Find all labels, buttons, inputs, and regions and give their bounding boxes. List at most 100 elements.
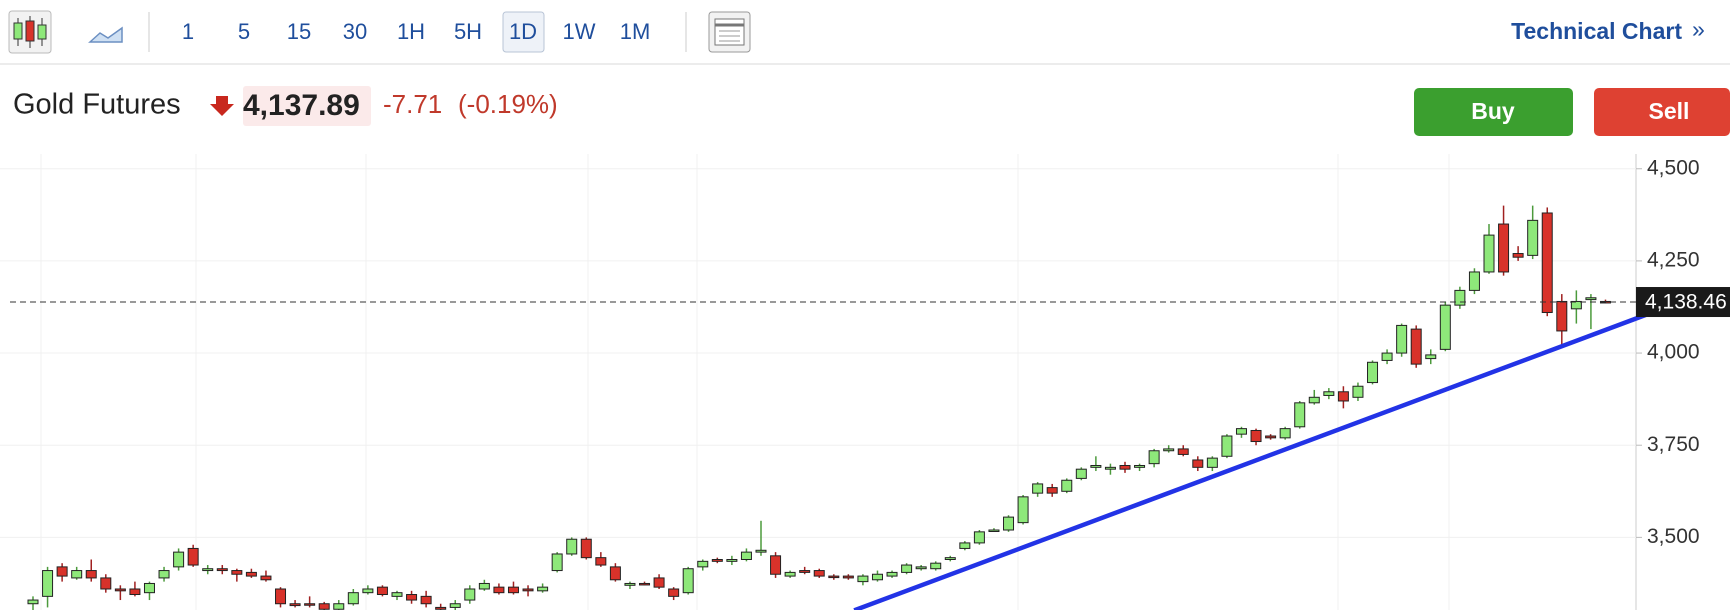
candle-body (231, 570, 243, 575)
price: 4,137.89 (243, 89, 360, 122)
candle-body (609, 566, 621, 581)
candle-body (988, 529, 1000, 533)
candle-body (1483, 234, 1495, 273)
candle-body (1148, 450, 1160, 465)
candle-body (1367, 361, 1379, 384)
candle-body (114, 588, 126, 592)
chevron[interactable]: » (1692, 16, 1705, 42)
interval-button[interactable]: 5 (238, 19, 250, 44)
buy-label[interactable]: Buy (1471, 98, 1515, 124)
candle-body (435, 606, 447, 610)
candle-body (1003, 516, 1015, 531)
change-percent: (-0.19%) (458, 89, 558, 119)
candle-body (318, 603, 330, 610)
candle-body (173, 551, 185, 568)
candle-body (1119, 464, 1131, 470)
candle-body (245, 571, 257, 577)
candle-body (1104, 466, 1116, 470)
candle-body (362, 588, 374, 594)
candle-body (901, 564, 913, 573)
candle-body (1570, 300, 1582, 310)
candle-body (682, 568, 694, 594)
candle-body (828, 575, 840, 579)
candle-body (449, 603, 461, 608)
candle-body (420, 595, 432, 605)
candle-body (639, 582, 651, 586)
candle-body (566, 538, 578, 555)
interval-button[interactable]: 1M (620, 19, 651, 44)
candle-body (1512, 253, 1524, 258)
candle-body (143, 582, 155, 594)
candle-body (697, 560, 709, 568)
candle-body (27, 599, 39, 605)
down-arrow (210, 96, 234, 116)
candle-body (100, 577, 112, 590)
candle-body (1163, 448, 1175, 452)
candle-body (653, 577, 665, 588)
change: -7.71 (383, 89, 442, 119)
candle-body (1177, 448, 1189, 455)
candle-body (1337, 391, 1349, 402)
candle-body (187, 547, 199, 566)
y-tick-label: 3,750 (1647, 433, 1700, 456)
candle-body (333, 603, 345, 610)
candle-body (71, 570, 83, 579)
interval-button[interactable]: 1D (509, 19, 537, 44)
interval-button[interactable]: 1 (182, 19, 194, 44)
line-chart-icon[interactable] (88, 26, 123, 43)
candle-body (551, 553, 563, 572)
candle-body (726, 558, 738, 562)
candle-body (1454, 289, 1466, 306)
candle-body (580, 538, 592, 559)
candle-body (289, 603, 301, 607)
candle-body (930, 562, 942, 570)
interval-button[interactable]: 1H (397, 19, 425, 44)
candle-body (1250, 429, 1262, 443)
candles-icon[interactable] (8, 10, 52, 54)
candle-body (129, 588, 141, 596)
candle-body (959, 542, 971, 549)
candle-body (537, 586, 549, 592)
candle-body (1075, 468, 1087, 479)
candle-body (1425, 354, 1437, 360)
candle-body (216, 568, 228, 572)
last-price-box (1636, 287, 1730, 318)
candle-body (784, 571, 796, 577)
candle-body (406, 594, 418, 601)
candle-body (740, 551, 752, 560)
buy-button[interactable]: Buy (1414, 88, 1573, 136)
interval-button[interactable]: 15 (287, 19, 311, 44)
candle-body (1134, 464, 1146, 468)
y-tick-label: 4,500 (1647, 156, 1700, 179)
candle-body (464, 588, 476, 601)
candle-body (871, 573, 883, 581)
candle-body (275, 588, 287, 605)
candle-body (260, 575, 272, 581)
candle-body (493, 586, 505, 594)
candle-body (668, 588, 680, 597)
candle-body (595, 557, 607, 566)
candle-body (842, 575, 854, 579)
active-interval-box (502, 11, 545, 53)
candle-body (85, 570, 97, 579)
interval-button[interactable]: 5H (454, 19, 482, 44)
candle-body (857, 575, 869, 583)
trendline (853, 301, 1678, 610)
candle-body (304, 603, 316, 606)
candle-body (1046, 487, 1058, 494)
sell-label[interactable]: Sell (1649, 98, 1690, 124)
candle-body (1308, 396, 1320, 404)
sell-button[interactable]: Sell (1594, 88, 1730, 136)
technical-chart-link[interactable]: Technical Chart (1511, 18, 1682, 44)
instrument-name: Gold Futures (13, 89, 181, 121)
table-icon[interactable] (708, 11, 751, 53)
candle-body (973, 531, 985, 544)
candle-body (1352, 385, 1364, 398)
candle-body (1017, 496, 1029, 524)
candle-body (42, 570, 54, 597)
candle-body (1439, 304, 1451, 350)
candle-body (56, 566, 68, 577)
interval-button[interactable]: 1W (563, 19, 596, 44)
interval-button[interactable]: 30 (343, 19, 367, 44)
